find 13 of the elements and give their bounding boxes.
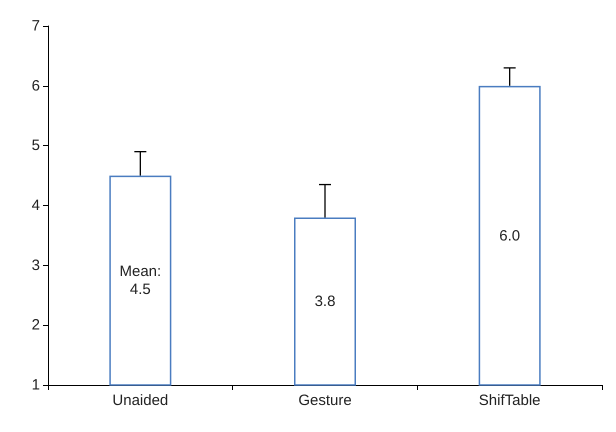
y-tick-label: 1 — [32, 376, 40, 394]
x-tick-label: ShifTable — [478, 392, 541, 409]
y-tick-label: 4 — [32, 197, 40, 214]
y-tick-label: 6 — [32, 77, 40, 94]
y-tick-label: 7 — [32, 18, 40, 34]
y-tick-label: 5 — [32, 137, 40, 154]
data-label: 6.0 — [499, 227, 520, 244]
x-tick-label: Unaided — [112, 392, 168, 409]
data-label: Mean: 4.5 — [119, 263, 162, 298]
data-label: 3.8 — [314, 293, 336, 310]
x-tick-label: Gesture — [298, 392, 352, 409]
y-tick-label: 2 — [32, 316, 40, 334]
y-tick-label: 3 — [32, 256, 40, 274]
